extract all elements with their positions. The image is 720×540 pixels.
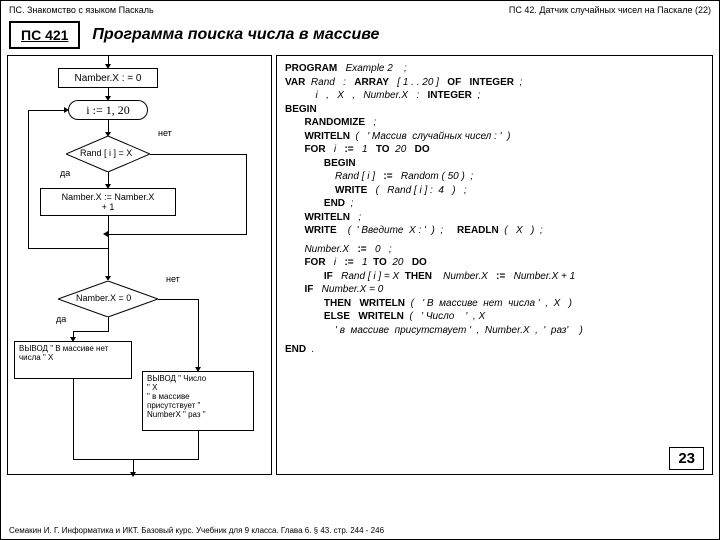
code-l3: i , X , Number.X : INTEGER ; (285, 89, 704, 103)
code-l20: ' в массиве присутствует ' , Number.X , … (285, 324, 704, 338)
code-l2: VAR Rand : ARRAY [ 1 . . 20 ] OF INTEGER… (285, 76, 704, 90)
ps-number-box: ПС 421 (9, 21, 80, 49)
code-panel: PROGRAM PROGRAM Example 2 ;Example 2 ; V… (276, 55, 713, 475)
page-number: 23 (669, 447, 704, 470)
code-l1: PROGRAM PROGRAM Example 2 ;Example 2 ; (285, 62, 704, 76)
flow-box-incr: Namber.X := Namber.X+ 1 (40, 188, 176, 216)
header-left: ПС. Знакомство с языком Паскаль (9, 5, 154, 15)
flow-yes-1: да (60, 168, 70, 178)
code-l14: Number.X := 0 ; (285, 243, 704, 257)
header-right: ПС 42. Датчик случайных чисел на Паскале… (509, 5, 711, 15)
main-title: Программа поиска числа в массиве (92, 26, 379, 44)
code-l16: IF Rand [ i ] = X THEN Number.X := Numbe… (285, 270, 704, 284)
flow-diamond-2: Namber.X = 0 (58, 281, 158, 317)
footer-citation: Семакин И. Г. Информатика и ИКТ. Базовый… (9, 526, 711, 535)
code-l17: IF Number.X = 0 (285, 283, 704, 297)
code-l15: FOR i := 1 TO 20 DO (285, 256, 704, 270)
flowchart-panel: Namber.X : = 0 i := 1, 20 Rand [ i ] = X… (7, 55, 272, 475)
flow-loop: i := 1, 20 (78, 100, 138, 120)
code-l4: BEGIN (285, 103, 704, 117)
code-l18: THEN WRITELN ( ' В массиве нет числа ' ,… (285, 297, 704, 311)
flow-box-init: Namber.X : = 0 (58, 68, 158, 88)
flow-diamond-1: Rand [ i ] = X (66, 136, 150, 172)
flow-box-out2: ВЫВОД " Число " X " в массиве присутству… (142, 371, 254, 431)
code-l10: WRITE ( Rand [ i ] : 4 ) ; (285, 184, 704, 198)
flow-no-2: нет (166, 274, 180, 284)
code-l6: WRITELN ( ' Массив случайных чисел : ' ) (285, 130, 704, 144)
flow-yes-2: да (56, 314, 66, 324)
flow-box-out1: ВЫВОД " В массиве нет числа " X (14, 341, 132, 379)
code-l19: ELSE WRITELN ( ' Число ' , X (285, 310, 704, 324)
code-l7: FOR i := 1 TO 20 DO (285, 143, 704, 157)
code-l8: BEGIN (285, 157, 704, 171)
code-l21: END . (285, 343, 704, 357)
code-l11: END ; (285, 197, 704, 211)
code-l13: WRITE ( ' Введите X : ' ) ; READLN ( X )… (285, 224, 704, 238)
code-l9: Rand [ i ] := Random ( 50 ) ; (285, 170, 704, 184)
code-l5: RANDOMIZE ; (285, 116, 704, 130)
flow-no-1: нет (158, 128, 172, 138)
code-l12: WRITELN ; (285, 211, 704, 225)
